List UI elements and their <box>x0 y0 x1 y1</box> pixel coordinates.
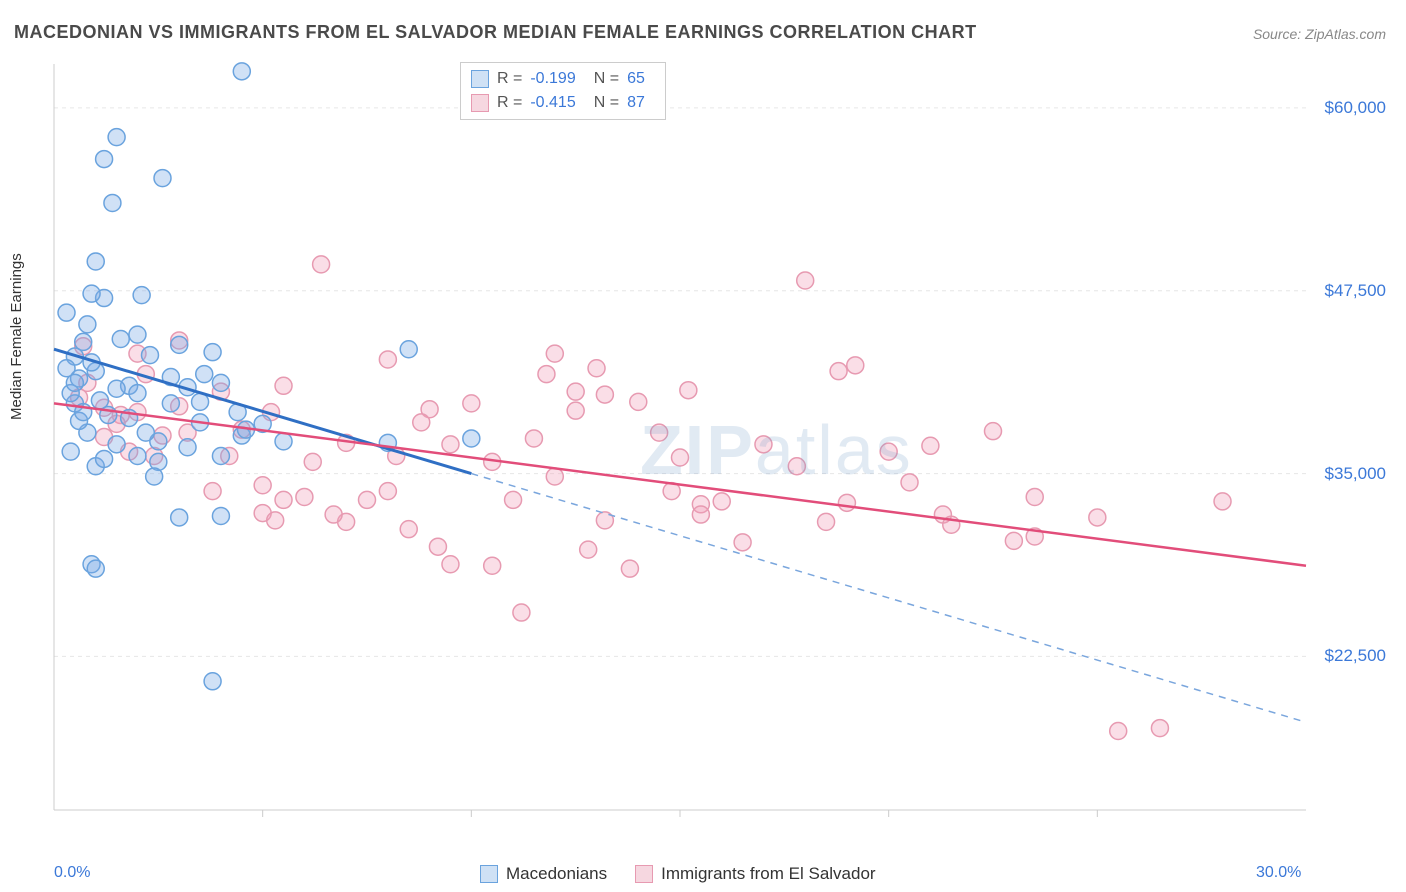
stats-row-2: R = -0.415 N = 87 <box>471 91 655 115</box>
r-value: -0.199 <box>530 67 575 91</box>
series-legend: Macedonians Immigrants from El Salvador <box>480 864 876 884</box>
x-tick-label: 0.0% <box>54 864 90 882</box>
r-label: R = <box>497 67 522 91</box>
r-value: -0.415 <box>530 91 575 115</box>
swatch-series-1 <box>471 70 489 88</box>
swatch-series-2 <box>471 94 489 112</box>
n-label: N = <box>594 67 619 91</box>
legend-label: Macedonians <box>506 864 607 884</box>
y-tick-label: $47,500 <box>1325 281 1386 301</box>
legend-label: Immigrants from El Salvador <box>661 864 875 884</box>
source-attribution: Source: ZipAtlas.com <box>1253 26 1386 42</box>
x-tick-label: 30.0% <box>1256 864 1301 882</box>
legend-item-1: Macedonians <box>480 864 607 884</box>
scatter-chart <box>50 60 1386 840</box>
n-value: 87 <box>627 91 645 115</box>
stats-legend: R = -0.199 N = 65 R = -0.415 N = 87 <box>460 62 666 120</box>
swatch-series-1 <box>480 865 498 883</box>
y-tick-label: $35,000 <box>1325 464 1386 484</box>
n-label: N = <box>594 91 619 115</box>
swatch-series-2 <box>635 865 653 883</box>
legend-item-2: Immigrants from El Salvador <box>635 864 875 884</box>
y-axis-label: Median Female Earnings <box>8 253 25 420</box>
stats-row-1: R = -0.199 N = 65 <box>471 67 655 91</box>
r-label: R = <box>497 91 522 115</box>
y-tick-label: $22,500 <box>1325 646 1386 666</box>
n-value: 65 <box>627 67 645 91</box>
chart-title: MACEDONIAN VS IMMIGRANTS FROM EL SALVADO… <box>14 22 977 43</box>
y-tick-label: $60,000 <box>1325 98 1386 118</box>
